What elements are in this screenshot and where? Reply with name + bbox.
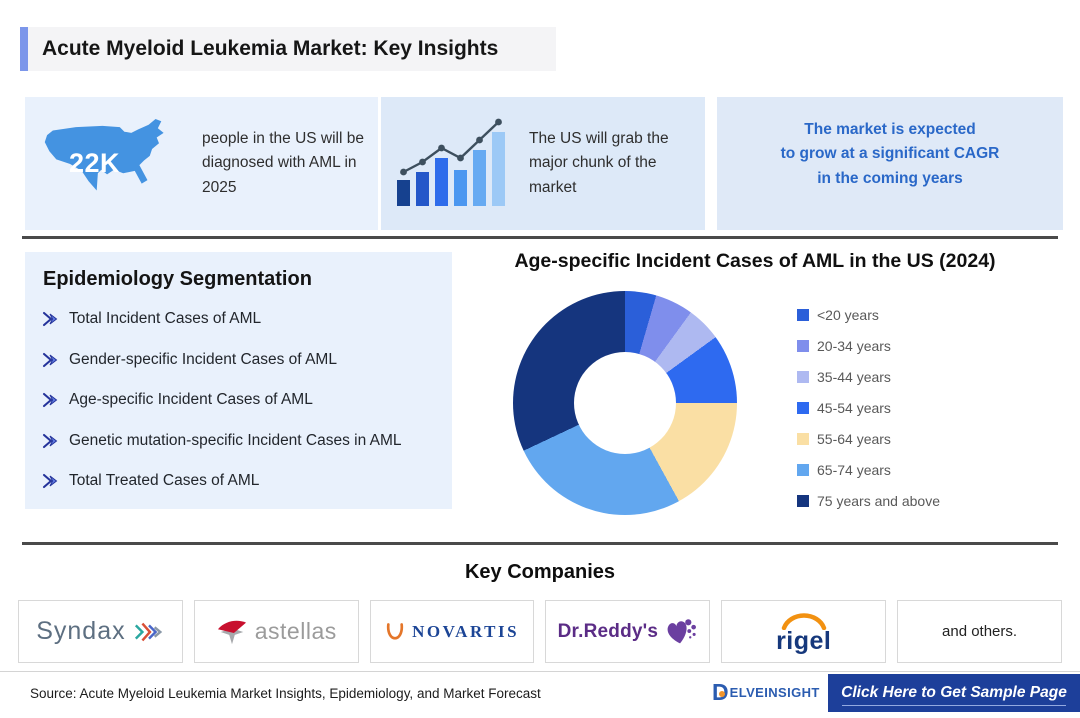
page-title: Acute Myeloid Leukemia Market: Key Insig… [42, 37, 499, 60]
logo-others: and others. [897, 600, 1062, 663]
legend-item: 75 years and above [797, 485, 940, 516]
trend-line-icon [400, 118, 502, 175]
cagr-text-line: in the coming years [817, 169, 963, 187]
delveinsight-logo-d: D [712, 679, 729, 705]
logo-dr-reddys: Dr.Reddy's [545, 600, 711, 663]
logo-rigel: rigel [721, 600, 887, 663]
dr-reddys-wordmark: Dr.Reddy's [557, 620, 659, 642]
section-divider [22, 542, 1058, 545]
source-text: Source: Acute Myeloid Leukemia Market In… [30, 686, 541, 701]
key-companies-heading: Key Companies [464, 561, 616, 583]
list-item: Genetic mutation-specific Incident Cases… [42, 421, 442, 462]
logo-syndax: Syndax [18, 600, 183, 663]
info-card-diagnosed-text: people in the US will be diagnosed with … [202, 130, 364, 196]
title-accent-bar [20, 27, 28, 71]
arrow-bullet-icon [42, 433, 58, 448]
arrow-bullet-icon [42, 474, 58, 489]
legend-label: 65-74 years [817, 461, 891, 478]
arrow-bullet-icon [42, 352, 58, 367]
legend-item: <20 years [797, 299, 940, 330]
cagr-text-line: to grow at a significant CAGR [780, 145, 1000, 163]
legend-item: 55-64 years [797, 423, 940, 454]
list-item-label: Genetic mutation-specific Incident Cases… [69, 431, 402, 449]
footer-divider [0, 671, 1080, 672]
legend-label: 20-34 years [817, 337, 891, 354]
legend-item: 20-34 years [797, 330, 940, 361]
legend-item: 65-74 years [797, 454, 940, 485]
novartis-flame-icon [386, 622, 404, 640]
info-card-us-market-text: The US will grab the major chunk of the … [529, 130, 669, 196]
legend-swatch [797, 370, 809, 383]
get-sample-page-label: Click Here to Get Sample Page [841, 684, 1067, 701]
stat-22k: 22K [69, 147, 121, 178]
logo-astellas: astellas [193, 600, 359, 663]
arrow-bullet-icon [42, 393, 58, 408]
info-card-diagnosed: 22K people in the US will be diagnosed w… [25, 97, 378, 230]
syndax-chevrons-icon [134, 622, 162, 641]
delveinsight-logo: D ELVEINSIGHT [712, 681, 820, 704]
growth-bar-chart-icon [395, 114, 515, 214]
cagr-text-line: The market is expected [804, 121, 976, 139]
delveinsight-logo-text: ELVEINSIGHT [729, 685, 820, 700]
rigel-arc-icon [781, 612, 826, 630]
list-item: Total Treated Cases of AML [42, 461, 442, 502]
donut-chart [513, 291, 737, 515]
arrow-bullet-icon [42, 312, 58, 327]
logo-novartis: NOVARTIS [369, 600, 535, 663]
list-item: Total Incident Cases of AML [42, 299, 442, 340]
legend-label: 75 years and above [817, 492, 940, 509]
epidemiology-heading: Epidemiology Segmentation [43, 268, 312, 290]
legend-item: 45-54 years [797, 392, 940, 423]
list-item-label: Total Incident Cases of AML [69, 310, 262, 328]
us-map-icon: 22K [39, 116, 189, 212]
legend-label: 45-54 years [817, 399, 891, 416]
info-card-us-market: The US will grab the major chunk of the … [381, 97, 705, 230]
legend-label: 35-44 years [817, 368, 891, 385]
info-card-cagr: The market is expected to grow at a sign… [717, 97, 1063, 230]
list-item-label: Age-specific Incident Cases of AML [69, 391, 313, 409]
rigel-wordmark: rigel [776, 626, 832, 655]
company-logos-row: Syndax astellas NOVARTIS Dr.Reddy's [18, 600, 1062, 663]
dr-reddys-heart-icon [667, 618, 697, 643]
legend-label: 55-64 years [817, 430, 891, 447]
chart-legend: <20 years 20-34 years 35-44 years 45-54 … [797, 299, 940, 516]
list-item-label: Gender-specific Incident Cases of AML [69, 350, 337, 368]
astellas-star-icon [217, 620, 246, 644]
legend-swatch [797, 401, 809, 414]
syndax-wordmark: Syndax [36, 617, 126, 645]
legend-label: <20 years [817, 306, 879, 323]
cta-underline [842, 705, 1066, 706]
list-item-label: Total Treated Cases of AML [69, 472, 260, 490]
page-title-bar: Acute Myeloid Leukemia Market: Key Insig… [20, 27, 556, 71]
list-item: Gender-specific Incident Cases of AML [42, 340, 442, 381]
others-label: and others. [942, 623, 1018, 640]
novartis-wordmark: NOVARTIS [412, 621, 520, 641]
epidemiology-segmentation-panel: Epidemiology Segmentation Total Incident… [25, 252, 452, 509]
legend-item: 35-44 years [797, 361, 940, 392]
legend-swatch [797, 308, 809, 321]
astellas-wordmark: astellas [254, 618, 337, 644]
legend-swatch [797, 432, 809, 445]
chart-title: Age-specific Incident Cases of AML in th… [514, 250, 996, 272]
legend-swatch [797, 339, 809, 352]
list-item: Age-specific Incident Cases of AML [42, 380, 442, 421]
section-divider [22, 236, 1058, 239]
get-sample-page-button[interactable]: Click Here to Get Sample Page [828, 674, 1080, 712]
legend-swatch [797, 463, 809, 476]
legend-swatch [797, 494, 809, 507]
